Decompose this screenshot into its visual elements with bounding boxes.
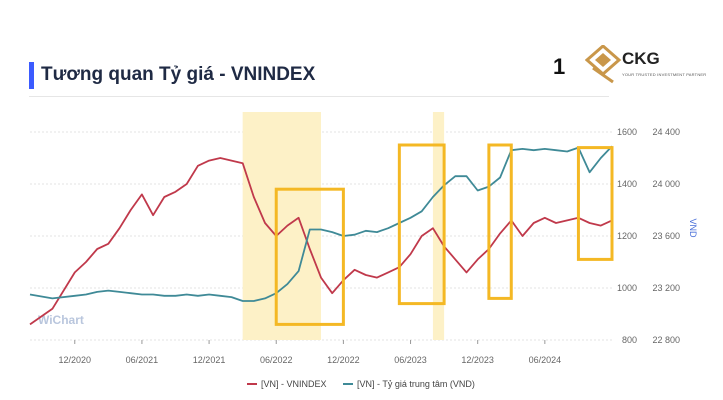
annotation-box-3	[487, 143, 513, 300]
y-right-tick-0: 22 800	[652, 335, 680, 345]
y-right-axis-title: VND	[688, 218, 698, 238]
header-divider	[29, 96, 609, 97]
x-tick-label-3: 06/2022	[260, 355, 293, 365]
series-line-exchange-rate	[29, 145, 613, 302]
page-number: 1	[553, 54, 566, 79]
y-left-tick-3: 1400	[617, 179, 637, 189]
y-right-tick-3: 24 000	[652, 179, 680, 189]
x-tick-label-1: 06/2021	[126, 355, 159, 365]
ckg-logo	[585, 45, 622, 84]
x-tick-label-4: 12/2022	[327, 355, 360, 365]
x-tick-label-2: 12/2021	[193, 355, 226, 365]
series-line-vnindex	[29, 157, 613, 326]
y-right-tick-1: 23 200	[652, 283, 680, 293]
y-left-tick-1: 1000	[617, 283, 637, 293]
annotation-box-2	[397, 143, 446, 306]
chart-watermark: WiChart	[38, 313, 84, 327]
logo-tagline: YOUR TRUSTED INVESTMENT PARTNER	[622, 72, 707, 77]
y-left-tick-2: 1200	[617, 231, 637, 241]
x-tick-label-0: 12/2020	[58, 355, 91, 365]
x-tick-label-7: 06/2024	[529, 355, 562, 365]
title-accent-bar	[29, 62, 34, 89]
annotation-box-4	[576, 146, 614, 261]
y-right-tick-4: 24 400	[652, 127, 680, 137]
x-tick-label-6: 12/2023	[461, 355, 494, 365]
highlight-band-2	[432, 112, 445, 340]
y-left-tick-4: 1600	[617, 127, 637, 137]
ckg-logo-mark-icon	[585, 45, 622, 84]
annotation-box-1	[274, 187, 345, 326]
y-right-tick-2: 23 600	[652, 231, 680, 241]
y-left-tick-0: 800	[622, 335, 637, 345]
highlight-band-1	[242, 112, 321, 340]
x-tick-label-5: 06/2023	[394, 355, 427, 365]
legend-label-1: [VN] - Tỷ giá trung tâm (VND)	[357, 379, 475, 389]
legend-label-0: [VN] - VNINDEX	[261, 379, 327, 389]
page-title: Tương quan Tỷ giá - VNINDEX	[41, 64, 316, 85]
logo-wordmark: CKG	[622, 49, 660, 68]
